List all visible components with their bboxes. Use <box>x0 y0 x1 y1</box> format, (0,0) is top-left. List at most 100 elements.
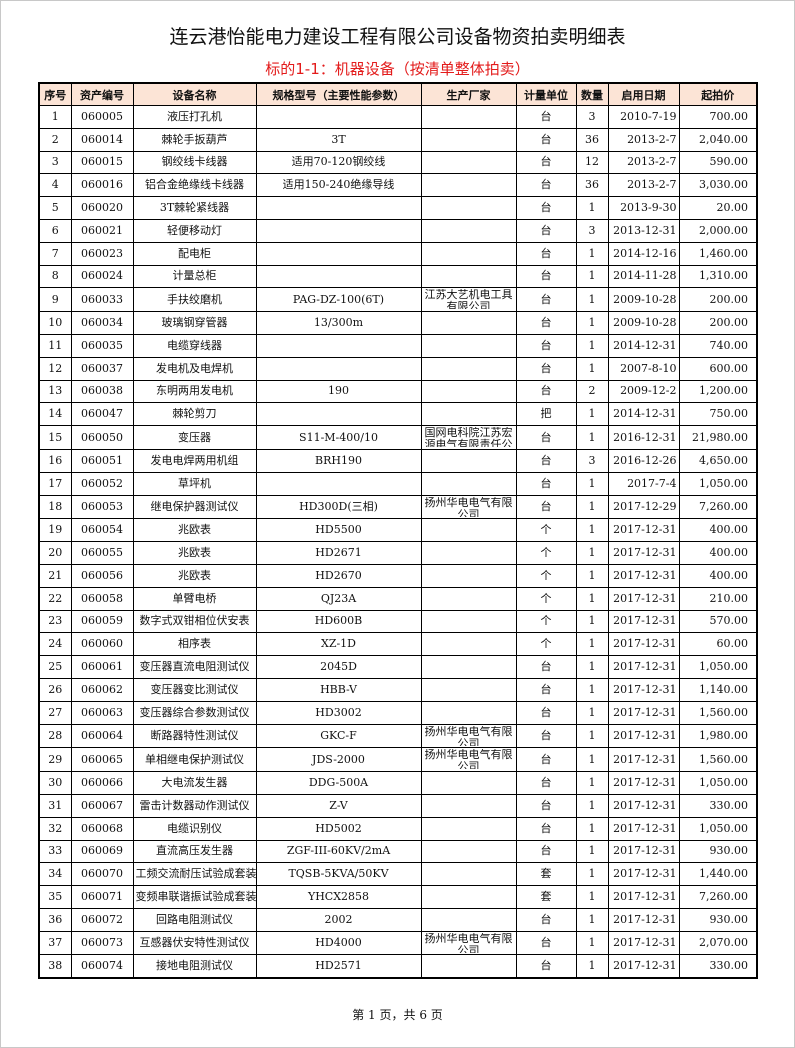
cell-row-number: 16 <box>38 448 72 473</box>
cell-equipment-name: 兆欧表 <box>132 541 257 565</box>
cell-starting-price: 1,460.00 <box>678 241 758 266</box>
cell-row-number: 21 <box>38 563 72 588</box>
cell-asset-id: 060071 <box>70 885 134 909</box>
cell-equipment-name: 电缆识别仪 <box>132 816 257 841</box>
cell-row-number: 4 <box>38 173 72 198</box>
cell-start-date: 2017-12-31 <box>607 541 680 565</box>
cell-start-date: 2017-12-31 <box>607 839 680 864</box>
cell-manufacturer <box>420 402 517 427</box>
cell-row-number: 7 <box>38 241 72 266</box>
cell-starting-price: 1,050.00 <box>678 471 758 496</box>
cell-spec-model <box>255 333 422 358</box>
cell-equipment-name: 单相继电保护测试仪 <box>132 747 257 773</box>
cell-start-date: 2017-12-31 <box>607 816 680 841</box>
cell-start-date: 2013-2-7 <box>607 150 680 175</box>
cell-asset-id: 060050 <box>70 425 134 450</box>
table-row: 30 060066 大电流发生器 DDG-500A 台 1 2017-12-31 1,050.… <box>38 771 758 795</box>
cell-starting-price: 21,980.00 <box>678 425 758 450</box>
cell-row-number: 15 <box>38 425 72 450</box>
cell-quantity: 1 <box>575 885 609 909</box>
cell-quantity: 1 <box>575 862 609 887</box>
cell-starting-price: 200.00 <box>678 311 758 335</box>
cell-row-number: 24 <box>38 632 72 657</box>
cell-unit: 套 <box>515 885 577 909</box>
cell-unit: 台 <box>515 356 577 381</box>
cell-equipment-name: 变压器综合参数测试仪 <box>132 700 257 725</box>
cell-starting-price: 400.00 <box>678 541 758 565</box>
cell-manufacturer <box>420 150 517 175</box>
cell-manufacturer <box>420 700 517 725</box>
cell-asset-id: 060061 <box>70 655 134 679</box>
cell-unit: 台 <box>515 700 577 725</box>
cell-starting-price: 590.00 <box>678 150 758 175</box>
cell-asset-id: 060047 <box>70 402 134 427</box>
cell-starting-price: 60.00 <box>678 632 758 657</box>
cell-row-number: 27 <box>38 700 72 725</box>
cell-starting-price: 930.00 <box>678 907 758 932</box>
cell-row-number: 26 <box>38 677 72 702</box>
cell-unit: 个 <box>515 518 577 543</box>
cell-unit: 个 <box>515 632 577 657</box>
cell-manufacturer <box>420 518 517 543</box>
cell-quantity: 1 <box>575 930 609 956</box>
cell-unit: 台 <box>515 677 577 702</box>
cell-row-number: 34 <box>38 862 72 887</box>
cell-manufacturer <box>420 356 517 381</box>
cell-quantity: 1 <box>575 471 609 496</box>
cell-quantity: 1 <box>575 425 609 450</box>
cell-manufacturer <box>420 471 517 496</box>
header-row: 序号 资产编号 设备名称 规格型号（主要性能参数） 生产厂家 计量单位 数量 启用日期 起拍价 <box>38 82 758 106</box>
cell-asset-id: 060024 <box>70 264 134 289</box>
header-starting-price: 起拍价 <box>678 82 758 106</box>
cell-asset-id: 060014 <box>70 127 134 152</box>
cell-quantity: 1 <box>575 839 609 864</box>
cell-equipment-name: 大电流发生器 <box>132 771 257 795</box>
cell-spec-model <box>255 105 422 129</box>
cell-unit: 台 <box>515 379 577 404</box>
cell-quantity: 1 <box>575 609 609 634</box>
cell-manufacturer <box>420 816 517 841</box>
cell-equipment-name: 回路电阻测试仪 <box>132 907 257 932</box>
cell-manufacturer <box>420 541 517 565</box>
cell-starting-price: 1,560.00 <box>678 700 758 725</box>
cell-asset-id: 060053 <box>70 494 134 520</box>
cell-start-date: 2014-11-28 <box>607 264 680 289</box>
header-quantity: 数量 <box>575 82 609 106</box>
cell-manufacturer <box>420 127 517 152</box>
cell-unit: 台 <box>515 793 577 818</box>
table-row: 7 060023 配电柜 台 1 2014-12-16 1,460.00 <box>38 241 758 266</box>
cell-starting-price: 930.00 <box>678 839 758 864</box>
table-row: 17 060052 草坪机 台 1 2017-7-4 1,050.00 <box>38 471 758 496</box>
cell-quantity: 1 <box>575 494 609 520</box>
cell-spec-model: JDS-2000 <box>255 747 422 773</box>
cell-equipment-name: 草坪机 <box>132 471 257 496</box>
cell-asset-id: 060033 <box>70 287 134 313</box>
manufacturer-text: 国网电科院江苏宏源电气有限责任公司 <box>424 427 513 448</box>
table-row: 21 060056 兆欧表 HD2670 个 1 2017-12-31 400.00 <box>38 563 758 588</box>
cell-start-date: 2013-12-31 <box>607 218 680 243</box>
cell-row-number: 19 <box>38 518 72 543</box>
cell-starting-price: 600.00 <box>678 356 758 381</box>
cell-starting-price: 20.00 <box>678 196 758 220</box>
cell-quantity: 1 <box>575 793 609 818</box>
cell-start-date: 2016-12-31 <box>607 425 680 450</box>
cell-spec-model: HD600B <box>255 609 422 634</box>
cell-asset-id: 060058 <box>70 586 134 611</box>
cell-manufacturer <box>420 586 517 611</box>
cell-asset-id: 060051 <box>70 448 134 473</box>
cell-start-date: 2009-12-2 <box>607 379 680 404</box>
cell-asset-id: 060062 <box>70 677 134 702</box>
cell-quantity: 1 <box>575 196 609 220</box>
cell-asset-id: 060060 <box>70 632 134 657</box>
cell-row-number: 29 <box>38 747 72 773</box>
cell-manufacturer <box>420 907 517 932</box>
cell-quantity: 1 <box>575 333 609 358</box>
cell-manufacturer <box>420 885 517 909</box>
manufacturer-text: 扬州华电电气有限公司 <box>424 496 513 517</box>
cell-manufacturer: 扬州华电电气有限公司 <box>420 494 517 520</box>
cell-asset-id: 060005 <box>70 105 134 129</box>
table-row: 20 060055 兆欧表 HD2671 个 1 2017-12-31 400.00 <box>38 541 758 565</box>
cell-row-number: 22 <box>38 586 72 611</box>
cell-spec-model: HD2671 <box>255 541 422 565</box>
cell-asset-id: 060067 <box>70 793 134 818</box>
